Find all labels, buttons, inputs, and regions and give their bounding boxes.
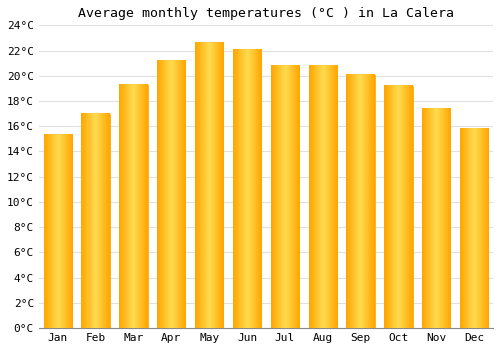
Bar (119, 85, 148, 328)
Bar (346, 75, 375, 328)
Bar (233, 49, 261, 328)
Bar (384, 86, 412, 328)
Bar (157, 61, 186, 328)
Bar (308, 66, 337, 328)
Bar (422, 108, 450, 328)
Title: Average monthly temperatures (°C ) in La Calera: Average monthly temperatures (°C ) in La… (78, 7, 454, 20)
Bar (460, 129, 488, 328)
Bar (195, 43, 224, 328)
Bar (44, 135, 72, 328)
Bar (82, 114, 110, 328)
Bar (270, 66, 299, 328)
